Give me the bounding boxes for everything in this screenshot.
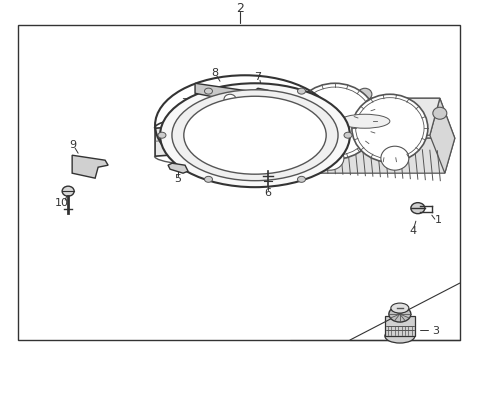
Ellipse shape [433, 107, 447, 119]
Ellipse shape [158, 132, 166, 138]
Ellipse shape [172, 90, 338, 181]
Polygon shape [155, 115, 330, 156]
Ellipse shape [340, 114, 390, 128]
Ellipse shape [381, 146, 409, 170]
Text: 2: 2 [236, 2, 244, 15]
Text: 4: 4 [409, 226, 417, 236]
Polygon shape [285, 98, 455, 138]
Ellipse shape [298, 176, 305, 182]
Text: 5: 5 [175, 174, 181, 184]
Polygon shape [255, 88, 270, 98]
Ellipse shape [391, 303, 409, 313]
Ellipse shape [298, 88, 305, 94]
Ellipse shape [411, 203, 425, 214]
Ellipse shape [293, 83, 377, 159]
Ellipse shape [204, 176, 213, 182]
Ellipse shape [389, 306, 411, 322]
Text: 10: 10 [55, 198, 69, 208]
FancyBboxPatch shape [385, 316, 415, 336]
Bar [18, 25, 460, 340]
Text: 1: 1 [434, 215, 441, 225]
Polygon shape [290, 138, 455, 173]
Polygon shape [195, 83, 265, 111]
Ellipse shape [204, 88, 213, 94]
Text: 9: 9 [70, 140, 77, 150]
Text: 7: 7 [181, 98, 189, 108]
Ellipse shape [184, 96, 326, 174]
Ellipse shape [278, 109, 292, 121]
Ellipse shape [358, 88, 372, 100]
Ellipse shape [385, 329, 415, 343]
Ellipse shape [224, 94, 236, 104]
Polygon shape [183, 113, 198, 123]
Ellipse shape [344, 132, 352, 138]
Polygon shape [168, 163, 188, 173]
Ellipse shape [352, 94, 428, 162]
Ellipse shape [356, 97, 424, 159]
Polygon shape [275, 98, 440, 135]
Text: 8: 8 [212, 68, 218, 78]
Text: 6: 6 [264, 188, 272, 198]
Text: 3: 3 [432, 326, 439, 336]
Ellipse shape [316, 146, 344, 170]
Ellipse shape [160, 83, 350, 187]
Ellipse shape [62, 186, 74, 196]
Ellipse shape [297, 87, 372, 155]
Polygon shape [72, 155, 108, 178]
Polygon shape [275, 98, 300, 173]
Text: 7: 7 [254, 72, 262, 82]
Polygon shape [430, 98, 455, 173]
